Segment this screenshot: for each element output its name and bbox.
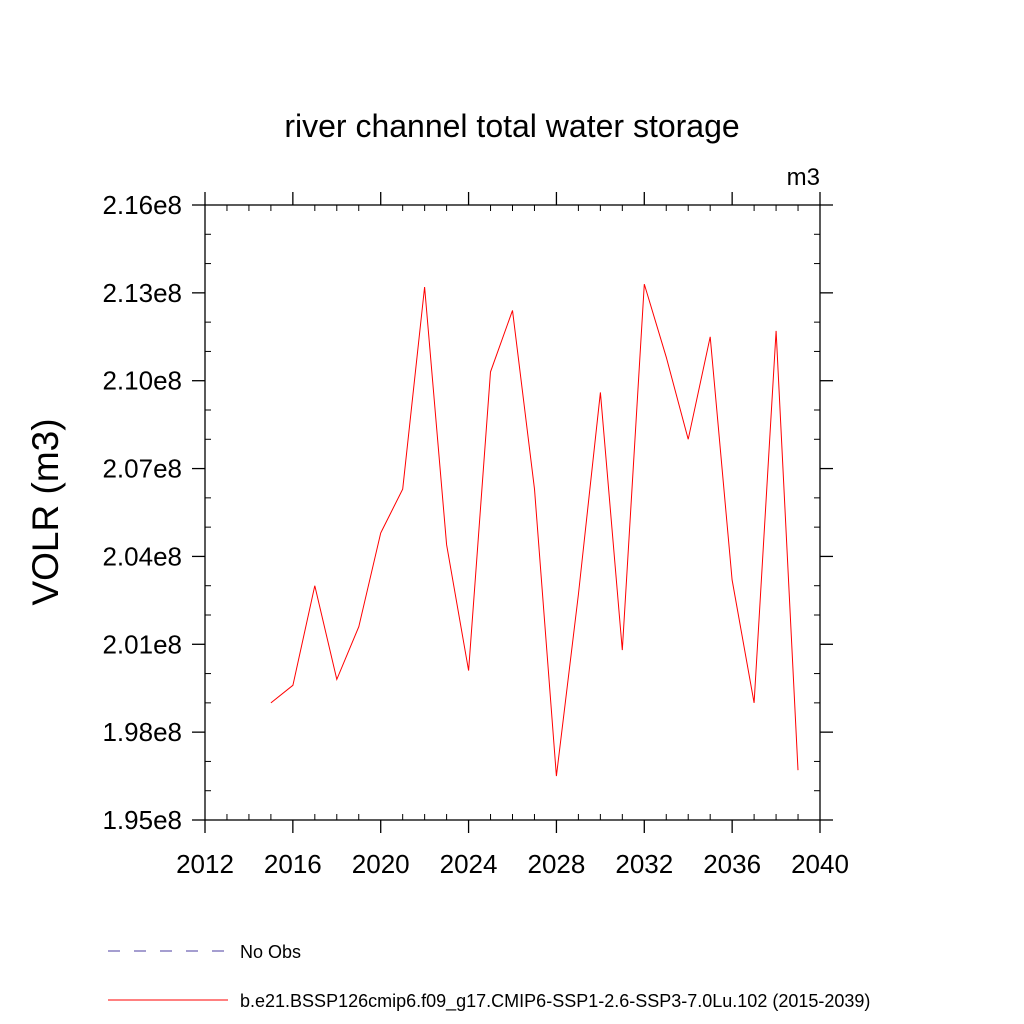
- plot-frame: [204, 204, 821, 821]
- y-tick-label: 2.01e8: [102, 629, 182, 659]
- x-tick-label: 2032: [615, 849, 673, 879]
- y-axis-label: VOLR (m3): [25, 418, 66, 605]
- x-tick-label: 2024: [440, 849, 498, 879]
- x-tick-label: 2040: [791, 849, 849, 879]
- legend: No Obs b.e21.BSSP126cmip6.f09_g17.CMIP6-S…: [108, 942, 870, 1012]
- y-tick-label: 2.04e8: [102, 541, 182, 571]
- y-tick-label: 2.07e8: [102, 454, 182, 484]
- y-tick-label: 2.10e8: [102, 366, 182, 396]
- axes: 2012 2016 2020 2024 2028 2032 2036 2040 1.95e8 1.…: [102, 190, 848, 879]
- x-tick-label: 2028: [528, 849, 586, 879]
- x-tick-label: 2016: [264, 849, 322, 879]
- legend-label: b.e21.BSSP126cmip6.f09_g17.CMIP6-SSP1-2.…: [240, 991, 870, 1012]
- x-tick-label: 2012: [176, 849, 234, 879]
- legend-label: No Obs: [240, 942, 301, 962]
- y-tick-label: 1.98e8: [102, 717, 182, 747]
- chart-title: river channel total water storage: [284, 108, 739, 144]
- y-tick-label: 2.16e8: [102, 190, 182, 220]
- x-tick-label: 2036: [703, 849, 761, 879]
- units-label: m3: [787, 164, 820, 191]
- series-line: [270, 283, 799, 777]
- x-tick-label: 2020: [352, 849, 410, 879]
- y-tick-label: 1.95e8: [102, 805, 182, 835]
- plot-area: [270, 283, 799, 777]
- y-tick-label: 2.13e8: [102, 278, 182, 308]
